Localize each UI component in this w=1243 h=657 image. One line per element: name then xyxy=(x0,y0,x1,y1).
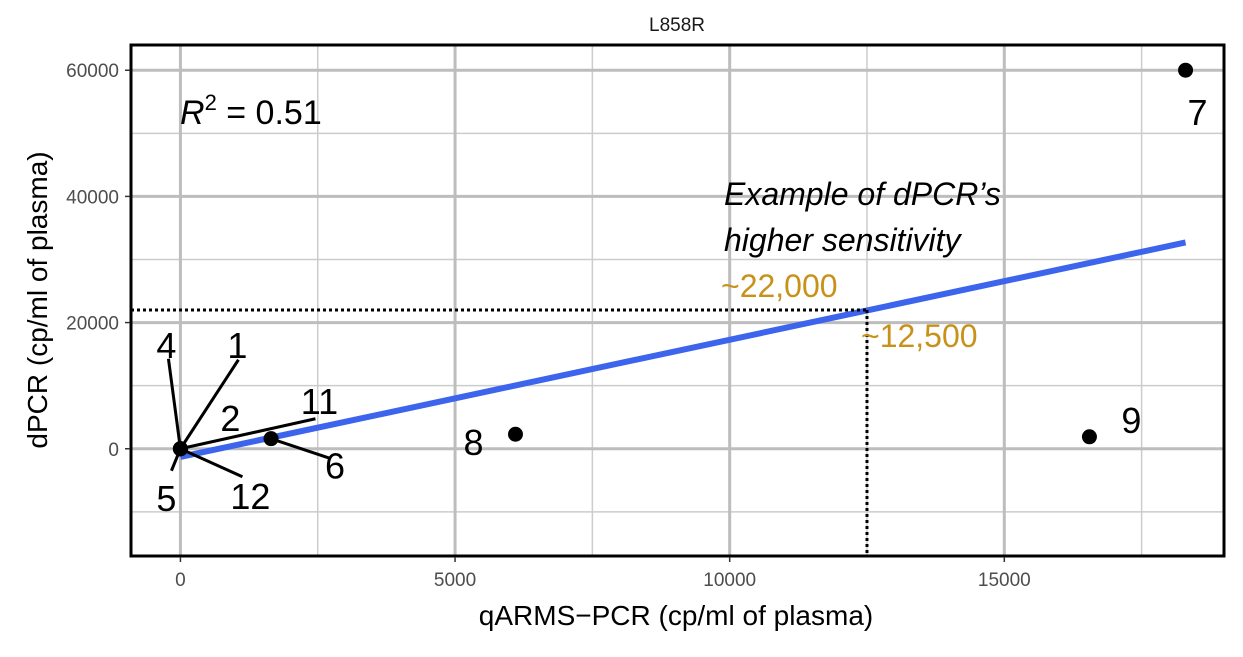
plot-panel-border xyxy=(129,43,1226,558)
point-label-9: 9 xyxy=(1121,400,1141,441)
y-marker-label: ~22,000 xyxy=(721,268,838,304)
r2-annotation: R2 = 0.51 xyxy=(180,90,322,132)
point-labels: 1 4 2 11 5 12 6 8 9 7 xyxy=(156,92,1207,519)
data-point-8 xyxy=(507,426,523,442)
leader-line-12 xyxy=(179,447,244,479)
leader-line-1 xyxy=(179,358,240,450)
x-tick-label: 0 xyxy=(175,570,186,591)
point-label-2: 2 xyxy=(220,398,240,439)
leader-line-5 xyxy=(170,448,182,472)
point-label-8: 8 xyxy=(463,422,483,463)
y-tick-label: 40000 xyxy=(66,187,119,208)
chart-title: L858R xyxy=(649,15,705,36)
point-label-5: 5 xyxy=(156,478,176,519)
r2-exponent: 2 xyxy=(205,90,217,115)
grid-lines xyxy=(131,45,1224,556)
point-label-11: 11 xyxy=(301,381,338,422)
y-tick-label: 60000 xyxy=(66,61,119,82)
r2-value: = 0.51 xyxy=(217,94,322,132)
leader-line-11 xyxy=(180,417,316,451)
point-label-12: 12 xyxy=(230,476,270,517)
example-annotation-line1: Example of dPCR’s xyxy=(724,176,1001,212)
x-tick-label: 15000 xyxy=(978,570,1031,591)
y-tick-label: 20000 xyxy=(66,314,119,335)
y-tick-label: 0 xyxy=(108,440,119,461)
point-label-6: 6 xyxy=(325,446,345,487)
r2-base: R xyxy=(180,94,205,132)
fit-line xyxy=(179,239,1187,460)
leader-line-4 xyxy=(166,358,182,449)
point-label-1: 1 xyxy=(227,325,247,366)
fit-line-group xyxy=(179,239,1187,460)
leader-line-6 xyxy=(270,437,332,461)
point-label-4: 4 xyxy=(156,325,176,366)
x-tick-label: 10000 xyxy=(703,570,756,591)
x-axis-title: qARMS−PCR (cp/ml of plasma) xyxy=(479,600,873,631)
x-tick-label: 5000 xyxy=(434,570,476,591)
point-label-7: 7 xyxy=(1188,92,1208,133)
label-leader-lines xyxy=(166,358,332,479)
annotations: R2 = 0.51 Example of dPCR’s higher sensiti… xyxy=(180,90,1001,354)
x-marker-label: ~12,500 xyxy=(861,318,978,354)
data-point-9 xyxy=(1081,429,1097,445)
annotation-marks xyxy=(131,308,869,556)
data-point-7 xyxy=(1178,62,1194,78)
example-annotation-line2: higher sensitivity xyxy=(724,222,963,258)
y-axis-title: dPCR (cp/ml of plasma) xyxy=(22,151,53,448)
axis-ticks: 0 5000 10000 15000 0 20000 40000 60000 xyxy=(66,61,1031,591)
